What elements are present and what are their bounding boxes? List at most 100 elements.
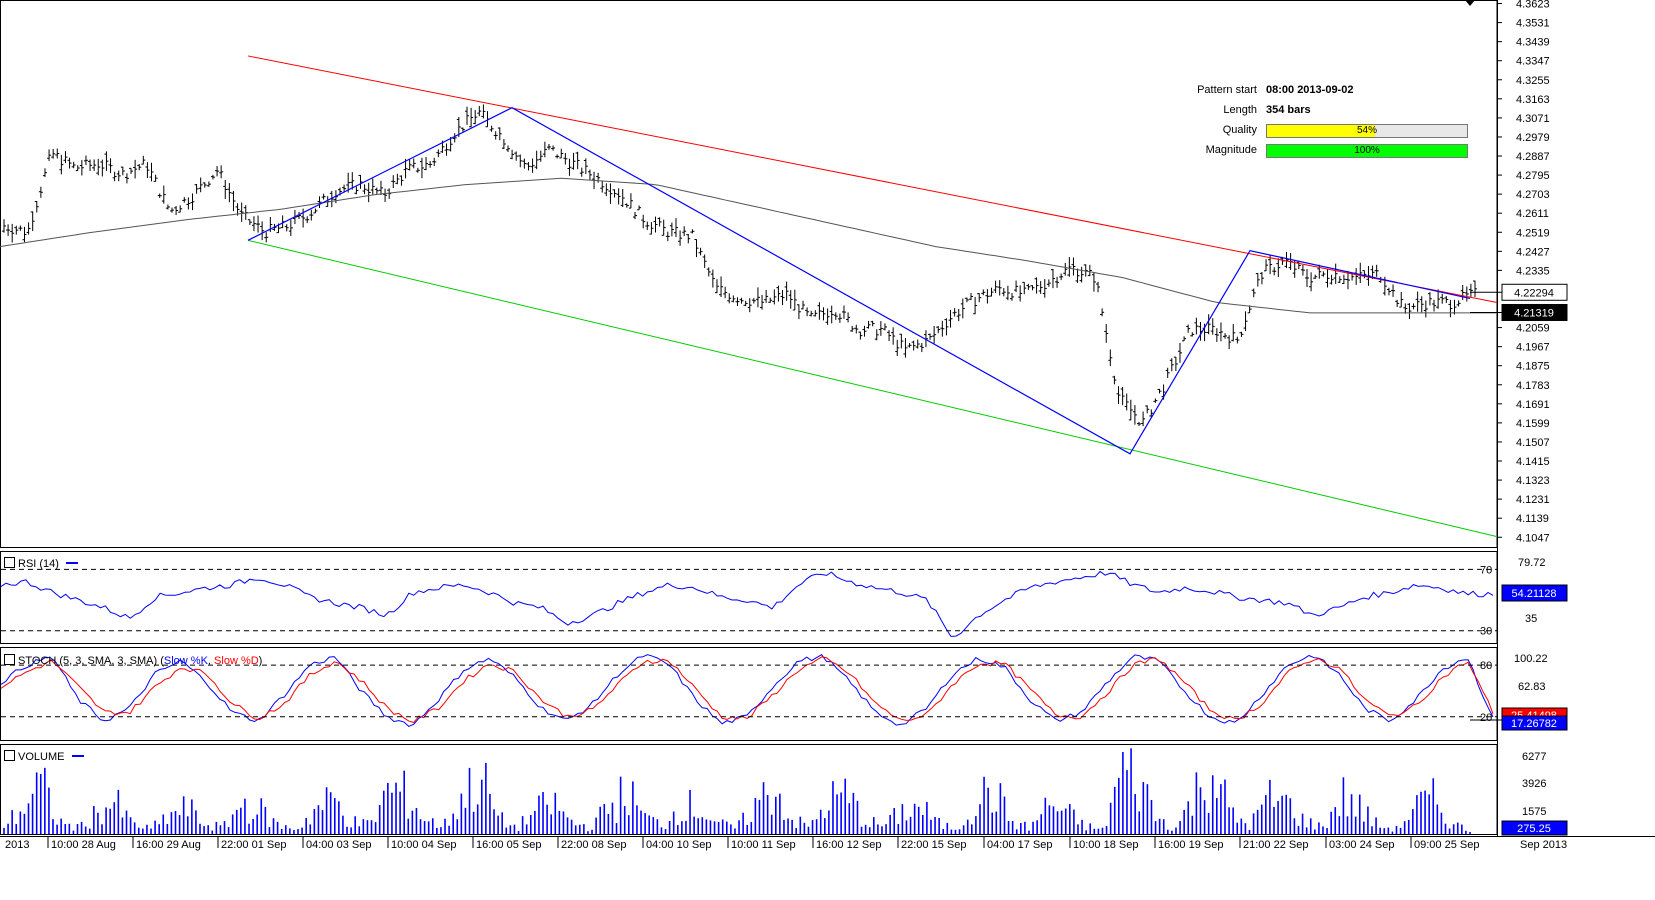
x-tick-label: 16:00 12 Sep	[816, 839, 881, 851]
rsi-close-icon[interactable]	[4, 557, 15, 568]
magnitude-bar-fill	[1267, 145, 1467, 157]
x-tick-label: 04:00 10 Sep	[646, 839, 711, 851]
scroll-marker-icon	[1465, 0, 1475, 6]
volume-axis-low: 1575	[1522, 806, 1546, 818]
stoch-close-icon[interactable]	[4, 654, 15, 665]
price-tick-label: 4.1599	[1516, 418, 1550, 430]
x-tick-label: 22:00 15 Sep	[901, 839, 966, 851]
stoch-d-label: Slow %D	[214, 655, 259, 667]
price-tick-label: 4.3439	[1516, 37, 1550, 49]
x-tick-label: 10:00 28 Aug	[51, 839, 116, 851]
price-tick-label: 4.1783	[1516, 380, 1550, 392]
stoch-title-prefix: STOCH (5, 3, SMA, 3, SMA) (	[18, 655, 164, 667]
stoch-series-line	[0, 654, 1494, 727]
stoch-axis-mid: 62.83	[1518, 681, 1546, 693]
stoch-value-box	[1501, 715, 1568, 731]
rsi-value-box	[1501, 584, 1568, 602]
volume-value-label: 275.25	[1517, 823, 1551, 835]
rsi-value-label: 54.21128	[1511, 588, 1556, 600]
price-tick-label: 4.1875	[1516, 361, 1550, 373]
price-tick-label: 4.2335	[1516, 265, 1550, 277]
magnitude-label: Magnitude	[1205, 144, 1257, 156]
x-tick-label: 2013	[5, 839, 29, 851]
support-trendline	[247, 239, 1498, 538]
price-tick-label: 4.1323	[1516, 475, 1550, 487]
volume-title-text: VOLUME	[18, 751, 65, 763]
x-tick-label: 04:00 17 Sep	[987, 839, 1052, 851]
volume-axis-mid: 3926	[1522, 778, 1546, 790]
quality-bar-text: 54%	[1356, 125, 1377, 136]
stoch-value-label: 17.26782	[1511, 718, 1557, 730]
x-tick-label: 16:00 29 Aug	[136, 839, 201, 851]
x-tick-label: 09:00 25 Sep	[1414, 839, 1479, 851]
stoch-level-label: 80	[1480, 660, 1492, 672]
x-tick-label: 22:00 08 Sep	[561, 839, 626, 851]
rsi-series-line	[0, 570, 1494, 637]
price-tick-label: 4.1047	[1516, 532, 1550, 544]
volume-close-icon[interactable]	[4, 750, 15, 761]
zigzag-line	[247, 107, 1471, 455]
x-tick-label: 16:00 05 Sep	[476, 839, 541, 851]
length-label: Length	[1223, 104, 1257, 116]
price-tick-label: 4.1691	[1516, 399, 1550, 411]
volume-value-box	[1501, 820, 1568, 836]
price-tick-label: 4.1415	[1516, 456, 1550, 468]
stoch-title-suffix: )	[258, 655, 263, 667]
x-tick-label: 16:00 19 Sep	[1158, 839, 1223, 851]
price-tag-label: 4.22294	[1514, 287, 1554, 299]
x-tick-label: 10:00 18 Sep	[1073, 839, 1138, 851]
price-tick-label: 4.3347	[1516, 56, 1550, 68]
x-tick-label: 04:00 03 Sep	[306, 839, 371, 851]
rsi-axis-low: 35	[1525, 613, 1537, 625]
price-bars	[2, 104, 1477, 427]
price-tag-box	[1501, 283, 1568, 301]
x-tick-label: 10:00 04 Sep	[391, 839, 456, 851]
price-tick-label: 4.2703	[1516, 189, 1550, 201]
length-value: 354 bars	[1266, 104, 1311, 116]
price-tick-label: 4.2979	[1516, 132, 1550, 144]
magnitude-bar: 100%	[1266, 144, 1468, 158]
pattern-start-value: 08:00 2013-09-02	[1266, 84, 1354, 96]
quality-bar-fill	[1267, 125, 1375, 137]
price-tick-label: 4.1231	[1516, 494, 1550, 506]
moving-average-line	[0, 177, 1497, 314]
volume-bars	[3, 748, 1471, 834]
price-tick-label: 4.2059	[1516, 323, 1550, 335]
rsi-level-label: 30	[1480, 626, 1492, 638]
price-tick-label: 4.2427	[1516, 246, 1550, 258]
volume-axis-top: 6277	[1522, 751, 1546, 763]
pane-frame-vol	[0, 744, 1498, 835]
price-tick-label: 4.3255	[1516, 75, 1550, 87]
price-tick-label: 4.3071	[1516, 113, 1550, 125]
x-tick-label: 10:00 11 Sep	[731, 839, 796, 851]
pane-frame-price	[0, 0, 1498, 548]
rsi-legend-swatch	[66, 562, 79, 564]
x-tick-label: 22:00 01 Sep	[221, 839, 286, 851]
price-tick-label: 4.2795	[1516, 170, 1550, 182]
pattern-start-label: Pattern start	[1197, 84, 1257, 96]
price-tick-label: 4.3623	[1516, 0, 1550, 11]
price-tick-label: 4.2519	[1516, 227, 1550, 239]
x-tick-label: 21:00 22 Sep	[1243, 839, 1308, 851]
price-tag-box	[1501, 303, 1568, 321]
resistance-trendline	[247, 55, 1498, 303]
stoch-title: STOCH (5, 3, SMA, 3, SMA) (Slow %K, Slow…	[4, 654, 262, 667]
stoch-k-label: Slow %K	[163, 655, 208, 667]
quality-label: Quality	[1222, 124, 1257, 136]
stoch-series-line	[0, 656, 1494, 724]
magnitude-bar-text: 100%	[1354, 145, 1380, 156]
rsi-axis-top: 79.72	[1518, 557, 1546, 569]
stoch-axis-top: 100.22	[1514, 653, 1548, 665]
price-tick-label: 4.2887	[1516, 151, 1550, 163]
volume-legend-swatch	[71, 755, 84, 757]
quality-bar: 54%	[1266, 124, 1468, 138]
price-tick-label: 4.3531	[1516, 18, 1550, 30]
price-tag-label: 4.21319	[1514, 307, 1554, 319]
rsi-title-text: RSI (14)	[18, 558, 59, 570]
price-tick-label: 4.2611	[1516, 208, 1549, 220]
price-tick-label: 4.1139	[1516, 513, 1549, 525]
rsi-title: RSI (14)	[4, 557, 79, 570]
x-tick-label: Sep 2013	[1520, 839, 1567, 851]
